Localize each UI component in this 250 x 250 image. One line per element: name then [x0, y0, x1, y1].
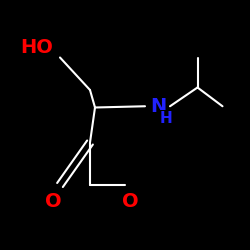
Text: H: H	[160, 111, 172, 126]
Text: O: O	[122, 192, 138, 211]
Text: O: O	[46, 192, 62, 211]
Text: HO: HO	[20, 38, 53, 57]
Text: N: N	[150, 97, 167, 116]
